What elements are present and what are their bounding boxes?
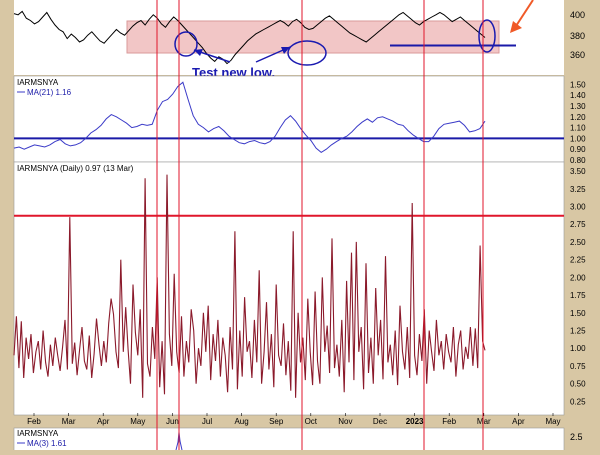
ma3-legend: MA(3) 1.61 — [27, 439, 67, 448]
ma21-tick-label: 1.40 — [570, 91, 586, 100]
arms-tick-label: 3.00 — [570, 203, 586, 212]
arms-tick-label: 1.75 — [570, 291, 586, 300]
arms-panel-bg — [13, 161, 565, 416]
x-tick-label: Oct — [305, 417, 318, 426]
price-series-line — [13, 10, 486, 65]
ma21-tick-label: 1.30 — [570, 102, 586, 111]
arms-tick-label: 2.75 — [570, 220, 586, 229]
x-tick-label: Apr — [512, 417, 525, 426]
x-tick-label: May — [545, 417, 560, 426]
arms-series-line — [13, 174, 486, 398]
ma21-tick-label: 1.00 — [570, 134, 586, 143]
ma21-panel-bg — [13, 75, 565, 163]
arms-tick-label: 2.50 — [570, 238, 586, 247]
arms-y-ticks: 3.50 3.25 3.00 2.75 2.50 2.25 2.00 1.75 1.50 1.25… — [570, 167, 586, 406]
arms-tick-label: 3.25 — [570, 185, 586, 194]
x-axis: Feb Mar Apr May Jun Jul Aug Sep Oct Nov Dec 2023 Feb… — [27, 413, 561, 426]
low-test-ellipse-1 — [174, 31, 198, 57]
x-tick-label: Sep — [269, 417, 284, 426]
low-test-ellipse-2 — [287, 40, 327, 66]
arms-tick-label: 2.00 — [570, 273, 586, 282]
price-tick-360: 360 — [570, 50, 585, 60]
ma21-tick-label: 1.20 — [570, 113, 586, 122]
ma21-legend: MA(21) 1.16 — [27, 88, 72, 97]
x-tick-label: Jun — [166, 417, 179, 426]
ma3-panel-bg — [13, 427, 565, 453]
arms-tick-label: 1.50 — [570, 309, 586, 318]
x-tick-label: Apr — [97, 417, 110, 426]
arms-tick-label: 0.25 — [570, 397, 586, 406]
ma21-tick-label: 1.10 — [570, 124, 586, 133]
x-tick-label: Jul — [202, 417, 212, 426]
arms-tick-label: 2.25 — [570, 256, 586, 265]
arms-tick-label: 0.50 — [570, 380, 586, 389]
price-tick-400: 400 — [570, 10, 585, 20]
arms-tick-label: 1.25 — [570, 327, 586, 336]
arms-tick-label: 3.50 — [570, 167, 586, 176]
x-tick-label: May — [130, 417, 145, 426]
x-tick-label: Mar — [477, 417, 491, 426]
ma3-label: IARMSNYA — [17, 429, 59, 438]
x-tick-label: Mar — [62, 417, 76, 426]
arms-tick-label: 1.00 — [570, 344, 586, 353]
x-tick-label: Aug — [234, 417, 248, 426]
price-tick-380: 380 — [570, 31, 585, 41]
ma21-series-line — [13, 81, 486, 154]
ma21-tick-label: 0.80 — [570, 156, 586, 165]
x-tick-label: 2023 — [406, 417, 424, 426]
annotation-arrowhead-right — [281, 47, 290, 54]
callout-arrowhead — [510, 21, 522, 33]
arms-panel: IARMSNYA (Daily) 0.97 (13 Mar) 3.503.253… — [13, 161, 586, 416]
price-panel: Test new low. 400 380 360 — [13, 0, 585, 80]
vertical-marker-lines — [156, 0, 484, 450]
low-test-ellipse-3 — [478, 19, 496, 53]
arms-tick-label: 0.75 — [570, 362, 586, 371]
ma21-y-ticks: 1.50 1.40 1.30 1.20 1.101.00 0.90 0.80 — [570, 80, 586, 165]
annotation-arrowhead-left — [194, 49, 203, 56]
x-tick-label: Feb — [442, 417, 456, 426]
x-tick-label: Dec — [373, 417, 387, 426]
ma21-tick-label: 0.90 — [570, 145, 586, 154]
ma3-tick-2-5: 2.5 — [570, 432, 583, 442]
ma21-label: IARMSNYA — [17, 78, 59, 87]
callout-arrow — [515, 0, 534, 27]
ma3-panel: IARMSNYA MA(3) 1.61 2.5 — [13, 427, 583, 453]
ma21-tick-label: 1.50 — [570, 80, 586, 89]
ma21-panel: IARMSNYA MA(21) 1.16 1.50 1.40 1.30 1.20 1.1… — [13, 75, 586, 165]
support-zone-band — [126, 20, 500, 54]
x-tick-label: Feb — [27, 417, 41, 426]
arms-label: IARMSNYA (Daily) 0.97 (13 Mar) — [17, 164, 134, 173]
x-tick-label: Nov — [338, 417, 352, 426]
